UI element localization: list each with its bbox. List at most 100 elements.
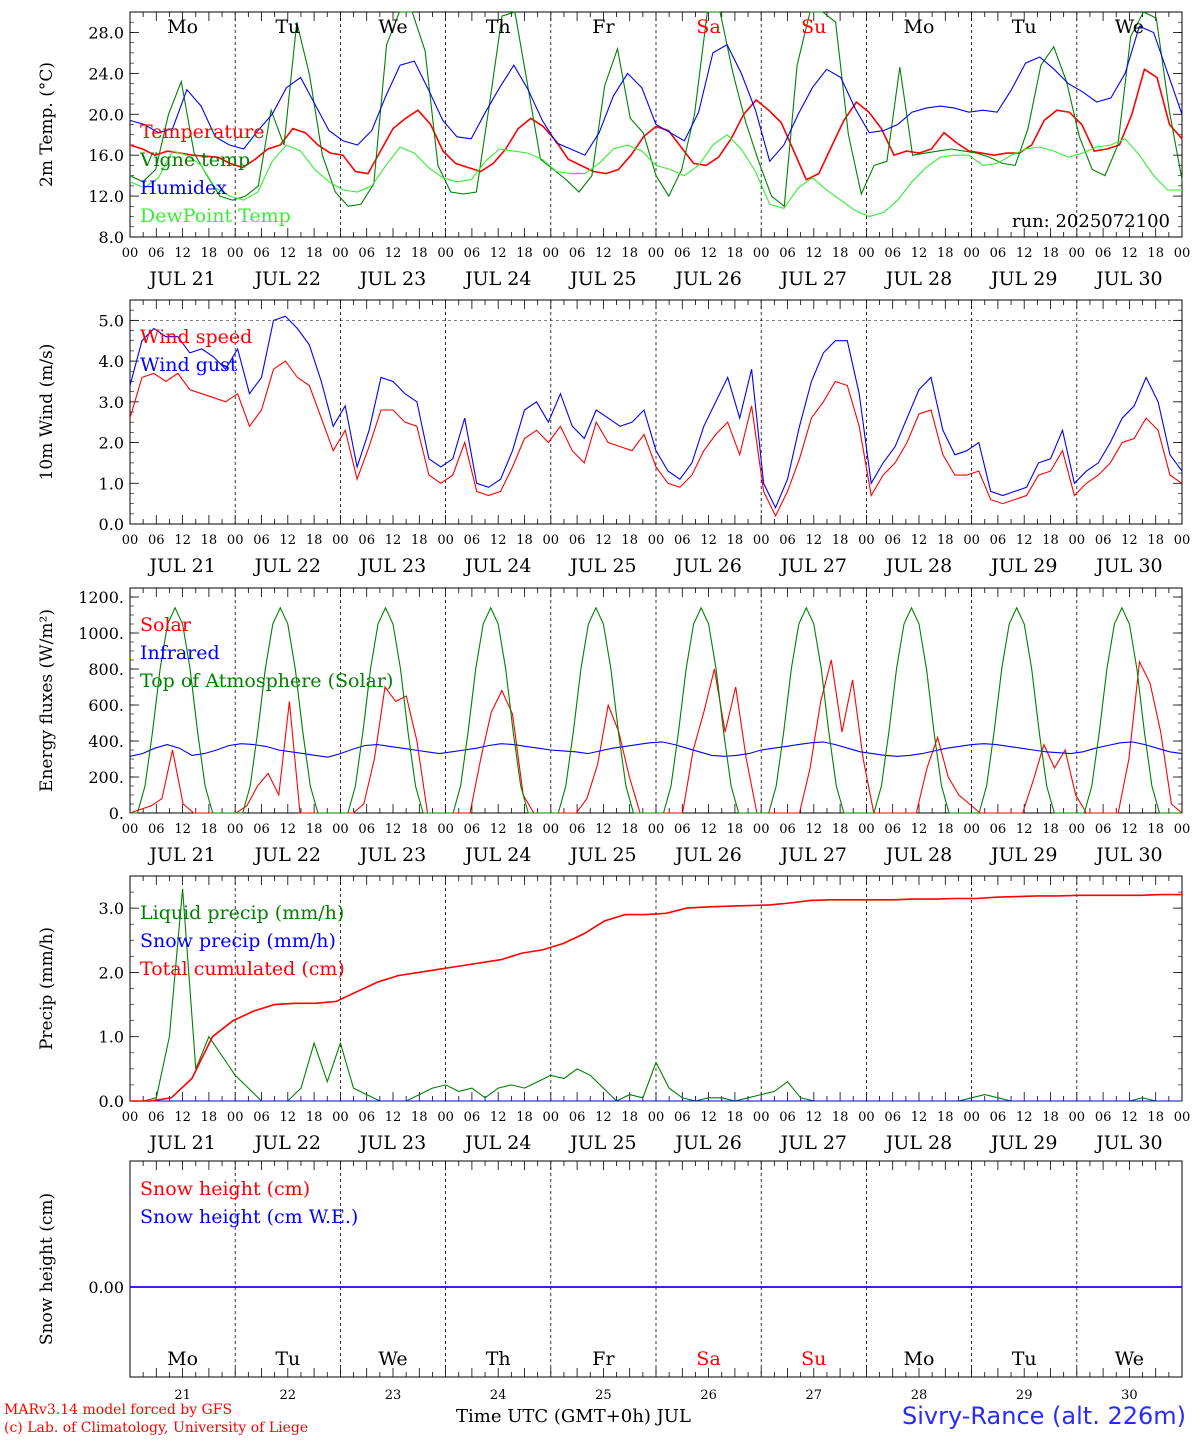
hour-tick-label: 18 <box>306 246 323 261</box>
date-label: JUL 29 <box>989 268 1057 290</box>
hour-tick-label: 06 <box>990 533 1007 548</box>
hour-tick-label: 12 <box>700 246 717 261</box>
weekday-label: Tu <box>1012 16 1037 38</box>
hour-tick-label: 18 <box>1042 1110 1059 1125</box>
hour-tick-label: 00 <box>332 533 349 548</box>
hour-tick-label: 06 <box>990 822 1007 837</box>
hour-tick-label: 00 <box>963 1110 980 1125</box>
hour-tick-label: 00 <box>858 246 875 261</box>
run-annotation: run: 2025072100 <box>1012 211 1170 232</box>
hour-tick-label: 18 <box>832 533 849 548</box>
y-tick-label: 12.0 <box>88 187 124 206</box>
hour-tick-label: 12 <box>700 533 717 548</box>
date-label: JUL 22 <box>253 268 321 290</box>
hour-tick-label: 18 <box>727 1110 744 1125</box>
hour-tick-label: 12 <box>490 246 507 261</box>
y-tick-label: 400. <box>88 732 124 751</box>
y-axis-label: 10m Wind (m/s) <box>37 344 57 481</box>
hour-tick-label: 06 <box>569 246 586 261</box>
hour-tick-label: 18 <box>1147 246 1164 261</box>
date-label: JUL 23 <box>358 1132 426 1154</box>
legend-entry: DewPoint Temp <box>140 205 291 227</box>
date-label: JUL 25 <box>568 555 636 577</box>
date-label: JUL 23 <box>358 555 426 577</box>
series-line-vigne-temp <box>129 11 1183 208</box>
hour-tick-label: 00 <box>122 246 139 261</box>
y-tick-label: 3.0 <box>99 393 124 412</box>
date-label: JUL 30 <box>1094 844 1162 866</box>
day-number-label: 23 <box>385 1388 402 1403</box>
hour-tick-label: 06 <box>779 1110 796 1125</box>
hour-tick-label: 00 <box>332 822 349 837</box>
date-label: JUL 30 <box>1094 555 1162 577</box>
day-number-label: 25 <box>595 1388 612 1403</box>
hour-tick-label: 18 <box>621 246 638 261</box>
y-tick-label: 800. <box>88 660 124 679</box>
hour-tick-label: 18 <box>411 1110 428 1125</box>
hour-tick-label: 18 <box>306 533 323 548</box>
hour-tick-label: 18 <box>201 822 218 837</box>
y-tick-label: 16.0 <box>88 146 124 165</box>
date-label: JUL 28 <box>884 1132 952 1154</box>
y-tick-label: 28.0 <box>88 23 124 42</box>
hour-tick-label: 12 <box>490 822 507 837</box>
hour-tick-label: 12 <box>595 1110 612 1125</box>
weekday-label: Su <box>801 1348 826 1370</box>
day-number-label: 24 <box>490 1388 507 1403</box>
weekday-label: We <box>1115 16 1144 38</box>
date-label: JUL 22 <box>253 1132 321 1154</box>
date-label: JUL 27 <box>779 555 847 577</box>
hour-tick-label: 06 <box>1095 246 1112 261</box>
hour-tick-label: 12 <box>174 822 191 837</box>
legend-entry: Humidex <box>140 177 227 199</box>
legend-entry: Top of Atmosphere (Solar) <box>140 670 393 692</box>
hour-tick-label: 18 <box>621 533 638 548</box>
hour-tick-label: 00 <box>1069 1110 1086 1125</box>
date-label: JUL 29 <box>989 555 1057 577</box>
hour-tick-label: 18 <box>621 822 638 837</box>
hour-tick-label: 06 <box>569 822 586 837</box>
date-label: JUL 25 <box>568 268 636 290</box>
hour-tick-label: 18 <box>201 533 218 548</box>
date-label: JUL 23 <box>358 268 426 290</box>
hour-tick-label: 18 <box>1042 822 1059 837</box>
y-axis-label: Energy fluxes (W/m²) <box>37 609 57 792</box>
hour-tick-label: 06 <box>884 1110 901 1125</box>
x-axis-title: Time UTC (GMT+0h) JUL <box>456 1406 691 1427</box>
hour-tick-label: 06 <box>358 822 375 837</box>
hour-tick-label: 00 <box>543 822 560 837</box>
hour-tick-label: 12 <box>1016 533 1033 548</box>
hour-tick-label: 06 <box>358 1110 375 1125</box>
hour-tick-label: 12 <box>280 246 297 261</box>
weekday-label: Th <box>486 1348 511 1370</box>
date-label: JUL 30 <box>1094 268 1162 290</box>
hour-tick-label: 06 <box>779 533 796 548</box>
hour-tick-label: 12 <box>911 533 928 548</box>
date-label: JUL 28 <box>884 844 952 866</box>
hour-tick-label: 12 <box>1121 246 1138 261</box>
model-credit: MARv3.14 model forced by GFS <box>4 1402 233 1418</box>
hour-tick-label: 00 <box>227 822 244 837</box>
hour-tick-label: 06 <box>358 246 375 261</box>
weekday-label: Sa <box>696 1348 720 1370</box>
hour-tick-label: 18 <box>411 246 428 261</box>
y-tick-label: 0.00 <box>88 1278 124 1297</box>
hour-tick-label: 00 <box>122 533 139 548</box>
hour-tick-label: 12 <box>280 1110 297 1125</box>
hour-tick-label: 18 <box>1042 246 1059 261</box>
legend-entry: Snow precip (mm/h) <box>140 930 336 952</box>
y-tick-label: 1000. <box>78 624 124 643</box>
hour-tick-label: 00 <box>227 1110 244 1125</box>
hour-tick-label: 00 <box>1174 246 1191 261</box>
hour-tick-label: 06 <box>884 533 901 548</box>
hour-tick-label: 12 <box>1121 822 1138 837</box>
hour-tick-label: 06 <box>990 1110 1007 1125</box>
y-tick-label: 200. <box>88 768 124 787</box>
hour-tick-label: 12 <box>174 1110 191 1125</box>
hour-tick-label: 06 <box>358 533 375 548</box>
hour-tick-label: 12 <box>806 533 823 548</box>
hour-tick-label: 06 <box>569 1110 586 1125</box>
date-label: JUL 26 <box>673 268 741 290</box>
hour-tick-label: 12 <box>385 822 402 837</box>
